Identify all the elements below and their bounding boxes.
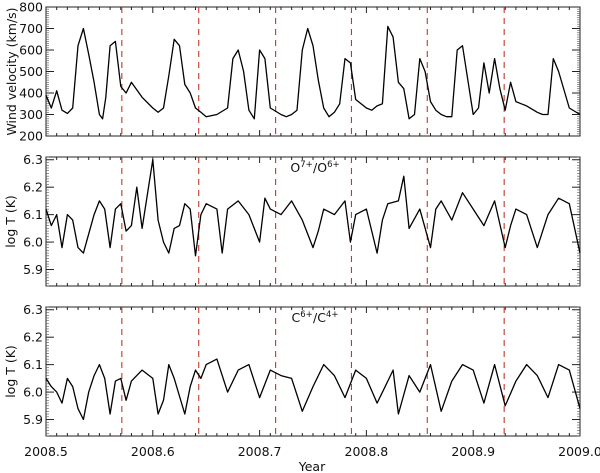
- x-tick-label: 2008.5: [24, 444, 68, 459]
- chart-panel-2: 5.9 6.0 6.1 6.2 6.3 log T (K) O7+ /O6+: [3, 152, 581, 287]
- y-tick-label: 6.0: [23, 235, 43, 250]
- y-tick-label: 5.9: [23, 412, 43, 427]
- y-tick-label: 6.0: [23, 385, 43, 400]
- y-tick-label: 400: [19, 86, 43, 101]
- ion-ratio-annotation: C6+ /C4+: [291, 310, 338, 325]
- y-axis-label: log T (K): [3, 345, 18, 398]
- x-tick-label: 2009.0: [558, 444, 600, 459]
- y-axis-label: log T (K): [3, 195, 18, 248]
- data-line: [45, 358, 581, 421]
- y-tick-label: 6.1: [23, 357, 43, 372]
- y-tick-label: 6.3: [23, 152, 43, 167]
- y-tick-label: 600: [19, 43, 43, 58]
- y-tick-label: 6.2: [23, 330, 43, 345]
- y-tick-label: 6.3: [23, 302, 43, 317]
- y-tick-label: 6.1: [23, 207, 43, 222]
- y-tick-label: 6.2: [23, 180, 43, 195]
- y-tick-label: 700: [19, 21, 43, 36]
- y-tick-label: 5.9: [23, 262, 43, 277]
- x-axis-label: Year: [298, 459, 326, 473]
- data-line: [45, 159, 581, 257]
- x-tick-label: 2008.7: [238, 444, 282, 459]
- chart-panel-3: 5.9 6.0 6.1 6.2 6.3 log T (K) C6+ /C4+ 2008.5 2…: [3, 302, 600, 473]
- y-tick-label: 300: [19, 107, 43, 122]
- y-tick-label: 200: [19, 129, 43, 144]
- plot-frame: [45, 306, 581, 437]
- data-line: [45, 25, 581, 120]
- x-tick-label: 2008.6: [131, 444, 175, 459]
- y-tick-label: 800: [19, 0, 43, 15]
- y-axis-label: Wind velocity (km/s): [4, 7, 19, 135]
- ion-ratio-annotation: O7+ /O6+: [290, 160, 339, 175]
- plot-frame: [45, 6, 581, 137]
- x-tick-label: 2008.8: [345, 444, 389, 459]
- x-tick-label: 2008.9: [451, 444, 495, 459]
- y-tick-label: 500: [19, 64, 43, 79]
